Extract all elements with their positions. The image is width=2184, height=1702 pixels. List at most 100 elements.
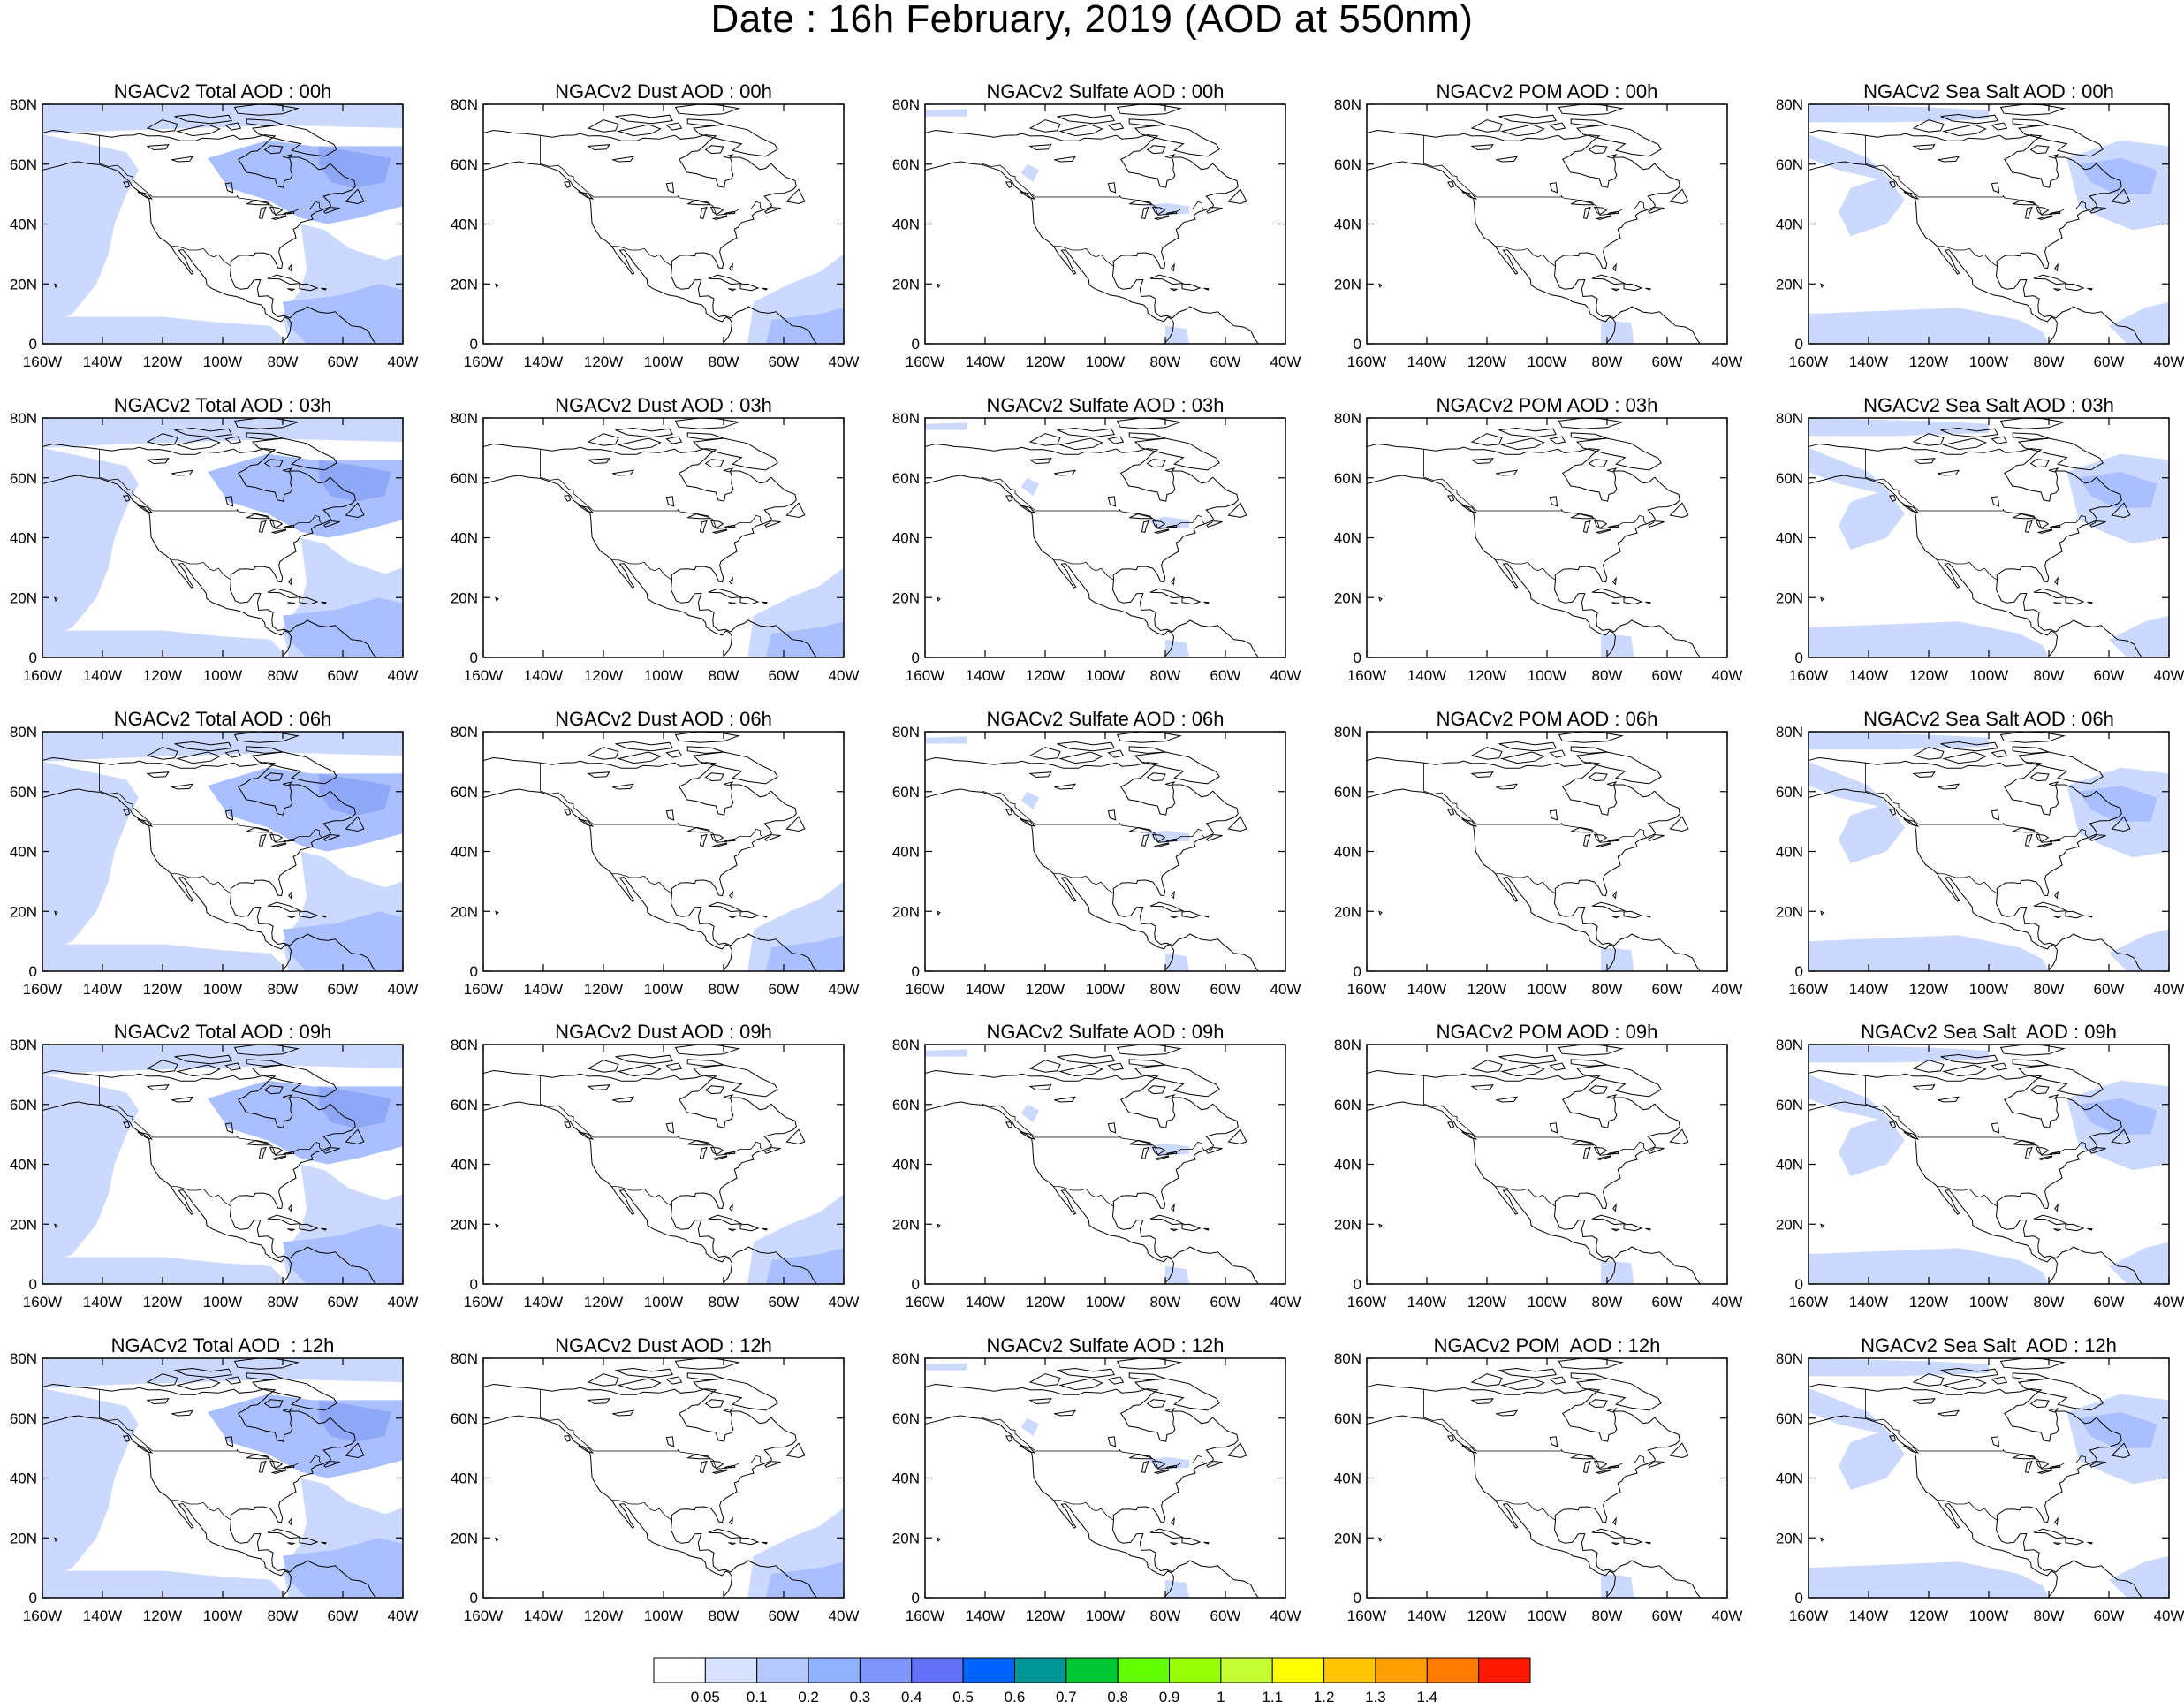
island-outline <box>1128 118 1166 126</box>
island-outline <box>762 601 768 604</box>
island-outline <box>1820 1223 1824 1229</box>
island-outline <box>54 283 58 289</box>
island-outline <box>1623 1223 1643 1232</box>
aod-shading <box>318 146 391 188</box>
island-outline <box>1669 188 1689 205</box>
island-outline <box>1611 602 1620 605</box>
coastline <box>925 1383 1214 1442</box>
island-outline <box>1820 1537 1824 1543</box>
lon-tick-label: 160W <box>1789 1607 1828 1624</box>
island-outline <box>246 118 284 126</box>
coastline <box>483 129 772 188</box>
aod-shading <box>42 1045 403 1075</box>
lat-tick-label: 20N <box>10 276 37 293</box>
panel-title: NGACv2 POM AOD : 12h <box>1433 1334 1661 1356</box>
panel-title: NGACv2 Dust AOD : 09h <box>555 1021 772 1043</box>
lake-outline <box>612 783 635 790</box>
lat-tick-label: 0 <box>1795 336 1803 353</box>
island-outline <box>1570 432 1608 440</box>
map-panel: NGACv2 Sulfate AOD : 12h 80N 60N 40N 20N 0 160… <box>892 1335 1323 1636</box>
island-outline <box>1645 1541 1651 1545</box>
island-outline <box>251 751 337 785</box>
coastline <box>1809 1415 2059 1598</box>
panel-title: NGACv2 Sea Salt AOD : 00h <box>1863 80 2114 103</box>
coastline <box>1809 1383 2097 1442</box>
coastlines <box>1809 418 2143 657</box>
colorbar-label: 0.5 <box>952 1689 974 1702</box>
aod-shading <box>925 1049 967 1057</box>
lake-outline <box>709 1460 724 1470</box>
coastline <box>1809 788 2059 971</box>
coastlines <box>42 418 377 657</box>
panel-title: NGACv2 POM AOD : 03h <box>1436 394 1658 416</box>
island-outline <box>263 459 284 468</box>
lon-tick-label: 100W <box>1086 1294 1125 1311</box>
lon-tick-label: 140W <box>1849 1607 1888 1624</box>
us-mexico-border <box>1495 246 1556 267</box>
lon-tick-label: 100W <box>203 1294 242 1311</box>
lon-tick-label: 60W <box>769 1607 800 1624</box>
lake-outline <box>709 833 724 843</box>
lon-tick-label: 40W <box>2154 1607 2184 1624</box>
lon-tick-label: 80W <box>268 667 299 684</box>
lake-outline <box>1549 182 1558 194</box>
lat-tick-label: 60N <box>451 1097 478 1113</box>
island-outline <box>1903 818 1920 827</box>
lat-tick-label: 60N <box>1334 470 1361 487</box>
lake-outline <box>2036 1469 2053 1474</box>
lake-outline <box>1054 1096 1077 1103</box>
map-panel: NGACv2 Dust AOD : 00h 80N 60N 40N 20N 0 160W 14… <box>451 81 881 382</box>
coastlines <box>42 732 377 971</box>
lon-tick-label: 120W <box>1909 1607 1948 1624</box>
aod-field <box>1809 1045 2169 1284</box>
island-outline <box>1107 1376 1125 1385</box>
island-outline <box>1903 505 1920 513</box>
island-outline <box>1170 1542 1179 1546</box>
coastline <box>1995 1417 2122 1573</box>
lake-outline <box>1938 156 1960 163</box>
lon-tick-label: 120W <box>143 667 182 684</box>
aod-field <box>1601 633 1634 657</box>
lat-tick-label: 60N <box>451 1410 478 1427</box>
lon-tick-label: 80W <box>1592 1294 1623 1311</box>
coastlines <box>42 1045 377 1284</box>
island-outline <box>686 432 724 440</box>
coastline <box>42 161 292 344</box>
island-outline <box>1991 1376 2008 1385</box>
island-outline <box>251 1378 337 1411</box>
us-mexico-border <box>171 873 231 894</box>
lat-tick-label: 20N <box>451 1216 478 1233</box>
coastline <box>289 1560 377 1598</box>
us-canada-border <box>982 135 1205 216</box>
island-outline <box>1203 601 1210 604</box>
aod-shading <box>1020 163 1040 183</box>
lake-outline <box>711 1155 728 1160</box>
coastline <box>925 129 1214 188</box>
island-outline <box>1378 1537 1383 1543</box>
aod-field <box>925 736 1190 971</box>
island-outline <box>1570 1059 1608 1067</box>
lat-tick-label: 0 <box>1354 963 1361 980</box>
colorbar-label: 0.2 <box>798 1689 819 1702</box>
lake-outline <box>1991 1436 2000 1447</box>
lake-outline <box>1496 783 1519 790</box>
island-outline <box>2054 1203 2059 1212</box>
island-outline <box>2065 910 2085 919</box>
lon-tick-label: 60W <box>328 667 359 684</box>
panel-title: NGACv2 Dust AOD : 12h <box>555 1334 772 1356</box>
lat-tick-label: 40N <box>451 530 478 547</box>
lat-tick-label: 80N <box>10 1350 37 1367</box>
island-outline <box>1170 916 1179 919</box>
lon-tick-label: 100W <box>203 981 242 998</box>
coastline <box>42 756 331 816</box>
island-outline <box>1606 467 1618 473</box>
lake-outline <box>665 1122 675 1134</box>
island-outline <box>617 437 662 451</box>
coastlines <box>1809 104 2143 344</box>
lon-tick-label: 100W <box>1528 353 1566 370</box>
aod-shading <box>925 109 967 117</box>
island-outline <box>287 1228 296 1232</box>
island-outline <box>704 145 724 155</box>
lat-tick-label: 20N <box>1334 1216 1361 1233</box>
lat-tick-label: 40N <box>1776 844 1803 861</box>
